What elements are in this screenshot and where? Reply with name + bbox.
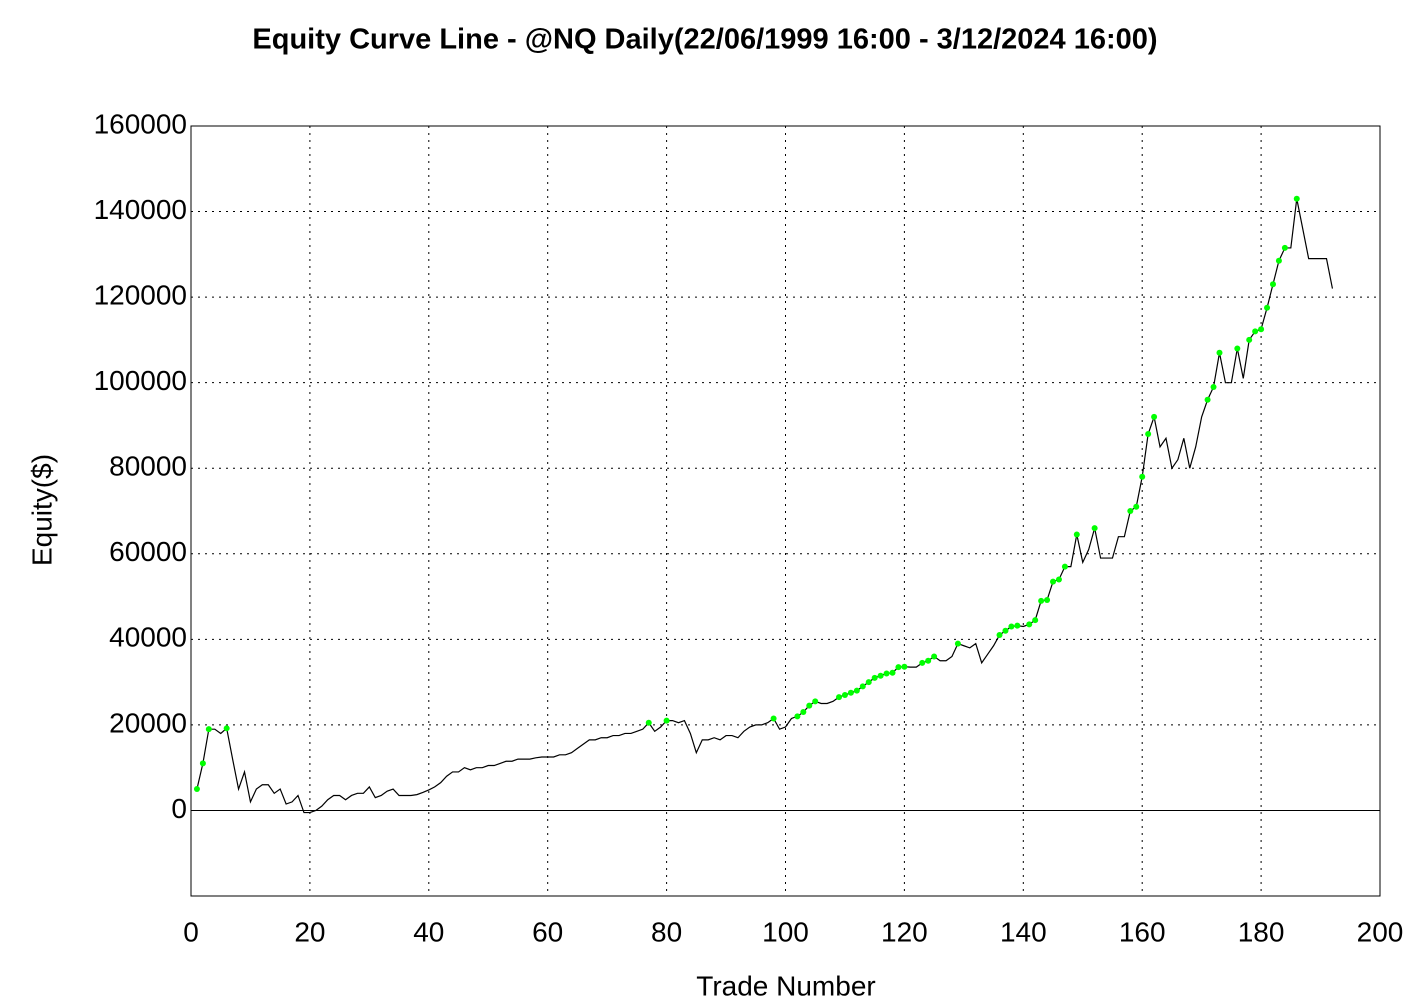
x-axis-label: Trade Number [696,970,875,1001]
new-high-marker [199,760,206,767]
new-high-marker [205,726,212,733]
new-high-marker [812,698,819,705]
y-tick-label: 20000 [109,707,187,738]
new-high-marker [1026,621,1033,628]
new-high-marker [1252,328,1259,335]
new-high-marker [931,653,938,660]
x-tick-label: 40 [413,916,444,947]
new-high-marker [1014,622,1021,629]
new-high-marker [1216,349,1223,356]
new-high-marker [663,717,670,724]
new-high-marker [865,679,872,686]
new-high-marker [1145,431,1152,437]
new-high-marker [794,713,801,720]
x-tick-label: 0 [183,916,199,947]
x-tick-label: 180 [1238,916,1285,947]
y-tick-label: 0 [171,793,187,824]
x-tick-label: 80 [651,916,682,947]
x-tick-label: 160 [1119,916,1166,947]
new-high-marker [859,683,866,690]
new-high-marker [645,719,652,726]
new-high-marker [1204,396,1211,403]
new-high-marker [871,674,878,681]
new-high-marker [1264,304,1271,311]
new-high-marker [919,659,926,666]
new-high-marker [847,689,854,696]
new-high-marker [1055,576,1062,583]
new-high-marker [877,672,884,679]
new-high-marker [1133,503,1140,510]
new-high-marker [770,715,777,722]
x-tick-label: 120 [881,916,928,947]
new-high-marker [1127,508,1134,514]
new-high-marker [954,640,961,647]
y-tick-label: 60000 [109,536,187,567]
y-tick-label: 80000 [109,451,187,482]
new-high-marker [883,670,890,677]
new-high-marker [1258,326,1265,333]
new-high-marker [841,691,848,698]
x-tick-label: 100 [762,916,809,947]
new-high-marker [996,632,1003,639]
new-high-marker [193,786,200,793]
new-high-marker [1293,195,1300,202]
new-high-marker [925,657,932,664]
new-high-marker [1151,413,1158,420]
new-high-marker [895,664,902,671]
y-tick-label: 140000 [94,194,187,225]
new-high-marker [1002,627,1009,634]
y-axis-label: Equity($) [26,454,57,566]
new-high-marker [1032,617,1039,624]
new-high-marker [800,709,807,716]
new-high-marker [1139,473,1146,480]
y-tick-label: 40000 [109,622,187,653]
new-high-marker [853,687,860,694]
x-tick-label: 60 [532,916,563,947]
new-high-marker [1073,531,1080,538]
new-high-marker [1038,597,1045,604]
new-high-marker [1044,596,1051,603]
new-high-marker [1246,336,1253,343]
new-high-marker [223,725,230,732]
new-high-marker [1281,244,1288,251]
new-high-marker [836,694,843,701]
new-high-marker [1275,257,1282,264]
new-high-marker [806,702,813,709]
x-tick-label: 20 [294,916,325,947]
equity-line [196,198,1334,814]
new-high-marker [1091,525,1098,532]
new-high-marker [1050,578,1057,585]
y-tick-label: 160000 [94,108,187,139]
new-high-marker [1061,563,1068,570]
y-tick-label: 120000 [94,280,187,311]
x-tick-label: 200 [1357,916,1404,947]
chart-title: Equity Curve Line - @NQ Daily(22/06/1999… [252,24,1157,56]
x-tick-label: 140 [1000,916,1047,947]
new-high-marker [1269,281,1276,288]
new-high-marker [1008,623,1015,630]
new-high-marker [901,663,908,670]
new-high-marker [889,669,896,676]
new-high-marker [1234,345,1241,352]
y-tick-label: 100000 [94,365,187,396]
new-high-marker [1210,383,1217,390]
